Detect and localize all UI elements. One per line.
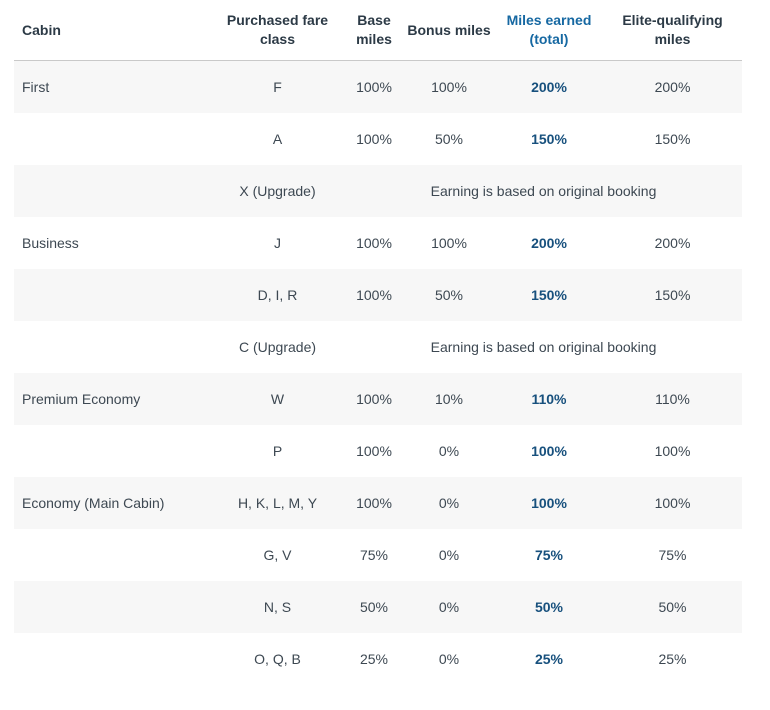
cell-base: 100% [356, 79, 392, 95]
table-row: Premium Economy W 100% 10% 110% 110% [14, 373, 742, 425]
column-header-cabin: Cabin [14, 0, 210, 61]
cell-base: 100% [356, 495, 392, 511]
cell-fare: N, S [263, 599, 292, 615]
cell-elite: 100% [654, 443, 691, 459]
cell-base: 75% [359, 547, 389, 563]
cell-cabin: First [22, 79, 50, 95]
cell-fare: J [274, 235, 281, 251]
cell-fare: P [272, 443, 283, 459]
cell-earned: 110% [531, 391, 567, 407]
cell-span: Earning is based on original booking [430, 339, 657, 355]
cell-cabin: Premium Economy [22, 391, 141, 407]
cell-earned: 200% [531, 235, 567, 251]
cell-cabin [14, 321, 210, 373]
cell-base: 100% [356, 443, 392, 459]
cell-bonus: 0% [438, 547, 460, 563]
table-row: X (Upgrade) Earning is based on original … [14, 165, 742, 217]
cell-base: 100% [356, 131, 392, 147]
cell-fare: C (Upgrade) [238, 339, 317, 355]
column-header-base: Base miles [345, 0, 403, 61]
cell-fare: X (Upgrade) [239, 183, 316, 199]
cell-fare: O, Q, B [254, 651, 301, 667]
cell-base: 100% [356, 287, 392, 303]
cell-bonus: 0% [438, 651, 460, 667]
cell-bonus: 100% [431, 79, 467, 95]
cell-elite: 100% [654, 495, 691, 511]
cell-cabin [14, 581, 210, 633]
cell-bonus: 0% [438, 495, 460, 511]
cell-earned: 25% [534, 651, 564, 667]
cell-bonus: 10% [434, 391, 464, 407]
cell-fare: D, I, R [257, 287, 298, 303]
cell-earned: 100% [531, 495, 567, 511]
cell-earned: 75% [534, 547, 564, 563]
table-row: N, S 50% 0% 50% 50% [14, 581, 742, 633]
cell-bonus: 0% [438, 599, 460, 615]
column-header-elite: Elite-qualifying miles [603, 0, 742, 61]
cell-earned: 200% [531, 79, 567, 95]
column-header-fare: Purchased fare class [210, 0, 345, 61]
cell-base: 100% [356, 391, 392, 407]
cell-bonus: 0% [438, 443, 460, 459]
cell-earned: 100% [531, 443, 567, 459]
table-row: A 100% 50% 150% 150% [14, 113, 742, 165]
cell-earned: 50% [534, 599, 564, 615]
cell-base: 50% [359, 599, 389, 615]
cell-cabin [14, 269, 210, 321]
cell-elite: 150% [654, 131, 691, 147]
cell-cabin: Economy (Main Cabin) [22, 495, 165, 511]
cell-elite: 25% [658, 651, 687, 667]
cell-cabin [14, 633, 210, 685]
cell-cabin [14, 113, 210, 165]
cell-elite: 75% [658, 547, 687, 563]
table-row: D, I, R 100% 50% 150% 150% [14, 269, 742, 321]
cell-span: Earning is based on original booking [430, 183, 657, 199]
table-header-row: Cabin Purchased fare class Base miles Bonus… [14, 0, 742, 61]
cell-earned: 150% [531, 131, 567, 147]
table-row: O, Q, B 25% 0% 25% 25% [14, 633, 742, 685]
cell-elite: 50% [658, 599, 687, 615]
cell-base: 100% [356, 235, 392, 251]
table-row: First F 100% 100% 200% 200% [14, 60, 742, 113]
cell-bonus: 100% [431, 235, 467, 251]
cell-cabin [14, 165, 210, 217]
cell-cabin [14, 425, 210, 477]
cell-bonus: 50% [434, 287, 464, 303]
table-row: Business J 100% 100% 200% 200% [14, 217, 742, 269]
cell-fare: G, V [263, 547, 292, 563]
table-row: P 100% 0% 100% 100% [14, 425, 742, 477]
cell-elite: 200% [654, 79, 691, 95]
cell-elite: 110% [655, 391, 690, 407]
column-header-bonus: Bonus miles [403, 0, 495, 61]
cell-elite: 150% [654, 287, 691, 303]
cell-elite: 200% [654, 235, 691, 251]
cell-fare: W [270, 391, 285, 407]
table-row: G, V 75% 0% 75% 75% [14, 529, 742, 581]
column-header-earned: Miles earned (total) [495, 0, 603, 61]
cell-fare: H, K, L, M, Y [237, 495, 318, 511]
cell-cabin: Business [22, 235, 79, 251]
cell-cabin [14, 529, 210, 581]
table-row: Economy (Main Cabin) H, K, L, M, Y 100% 0% 1… [14, 477, 742, 529]
cell-bonus: 50% [434, 131, 464, 147]
cell-fare: F [273, 79, 282, 95]
cell-base: 25% [359, 651, 389, 667]
cell-fare: A [272, 131, 283, 147]
table-row: C (Upgrade) Earning is based on original … [14, 321, 742, 373]
cell-earned: 150% [531, 287, 567, 303]
mileage-earning-table: Cabin Purchased fare class Base miles Bonus… [14, 0, 742, 685]
